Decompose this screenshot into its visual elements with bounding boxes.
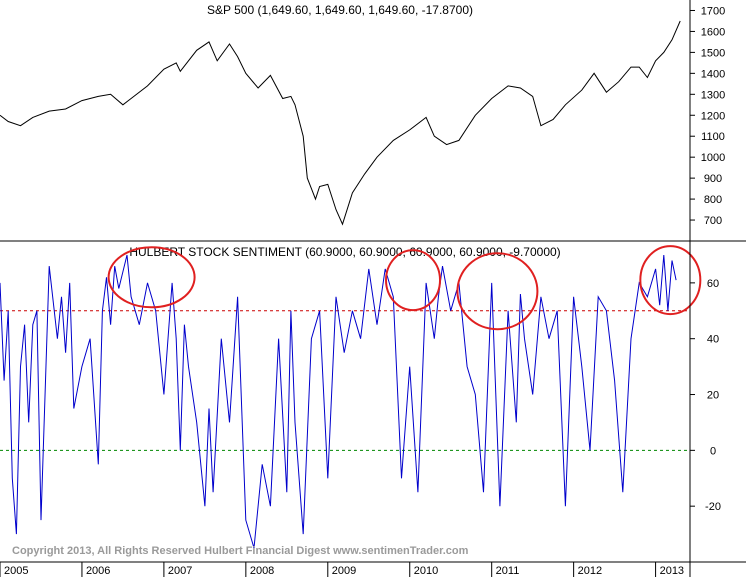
sp500-y-tick-label: 900 bbox=[704, 173, 722, 185]
x-tick-label: 2013 bbox=[660, 565, 684, 577]
sentiment-y-axis: -20 0 20 40 60 bbox=[690, 278, 721, 513]
sp500-y-tick-label: 1700 bbox=[701, 5, 725, 17]
sp500-y-tick-label: 800 bbox=[704, 194, 722, 206]
sp500-y-tick-label: 700 bbox=[704, 215, 722, 227]
sp500-y-tick-label: 1200 bbox=[701, 110, 725, 122]
sp500-y-tick-label: 1500 bbox=[701, 47, 725, 59]
x-tick-label: 2005 bbox=[4, 565, 28, 577]
sentiment-y-tick-label: 0 bbox=[710, 445, 716, 457]
x-tick-label: 2006 bbox=[86, 565, 110, 577]
x-tick-label: 2011 bbox=[496, 565, 520, 577]
highlight-circle bbox=[456, 252, 539, 331]
sp500-y-tick-label: 1100 bbox=[701, 131, 725, 143]
x-tick-label: 2008 bbox=[250, 565, 274, 577]
sentiment-line bbox=[0, 254, 677, 549]
x-axis: 2005 2006 2007 2008 2009 2010 2011 2012 2013 bbox=[0, 562, 684, 577]
sp500-line bbox=[0, 20, 681, 226]
highlight-circles bbox=[107, 245, 702, 331]
sentiment-y-tick-label: 60 bbox=[707, 278, 719, 290]
sp500-y-axis: 700 800 900 1000 1100 1200 1300 1400 1500 1600 170… bbox=[690, 5, 725, 227]
sentiment-panel: HULBERT STOCK SENTIMENT (60.9000, 60.900… bbox=[0, 245, 721, 549]
sentiment-title: HULBERT STOCK SENTIMENT (60.9000, 60.900… bbox=[129, 245, 560, 259]
sp500-panel: S&P 500 (1,649.60, 1,649.60, 1,649.60, -… bbox=[0, 3, 725, 227]
x-tick-label: 2012 bbox=[578, 565, 602, 577]
x-tick-label: 2009 bbox=[332, 565, 356, 577]
x-tick-label: 2007 bbox=[168, 565, 192, 577]
sp500-y-tick-label: 1300 bbox=[701, 89, 725, 101]
sentiment-y-tick-label: 40 bbox=[707, 334, 719, 346]
highlight-circle bbox=[639, 245, 702, 316]
x-tick-label: 2010 bbox=[414, 565, 438, 577]
reference-lines bbox=[0, 310, 690, 451]
highlight-circle bbox=[385, 249, 442, 312]
sp500-y-tick-label: 1000 bbox=[701, 152, 725, 164]
sp500-title: S&P 500 (1,649.60, 1,649.60, 1,649.60, -… bbox=[207, 3, 473, 17]
sp500-y-tick-label: 1600 bbox=[701, 26, 725, 38]
sentiment-y-tick-label: 20 bbox=[707, 390, 719, 402]
sp500-y-tick-label: 1400 bbox=[701, 68, 725, 80]
sentiment-y-tick-label: -20 bbox=[705, 501, 721, 513]
copyright-text: Copyright 2013, All Rights Reserved Hulb… bbox=[12, 545, 469, 557]
highlight-circle bbox=[107, 246, 196, 309]
